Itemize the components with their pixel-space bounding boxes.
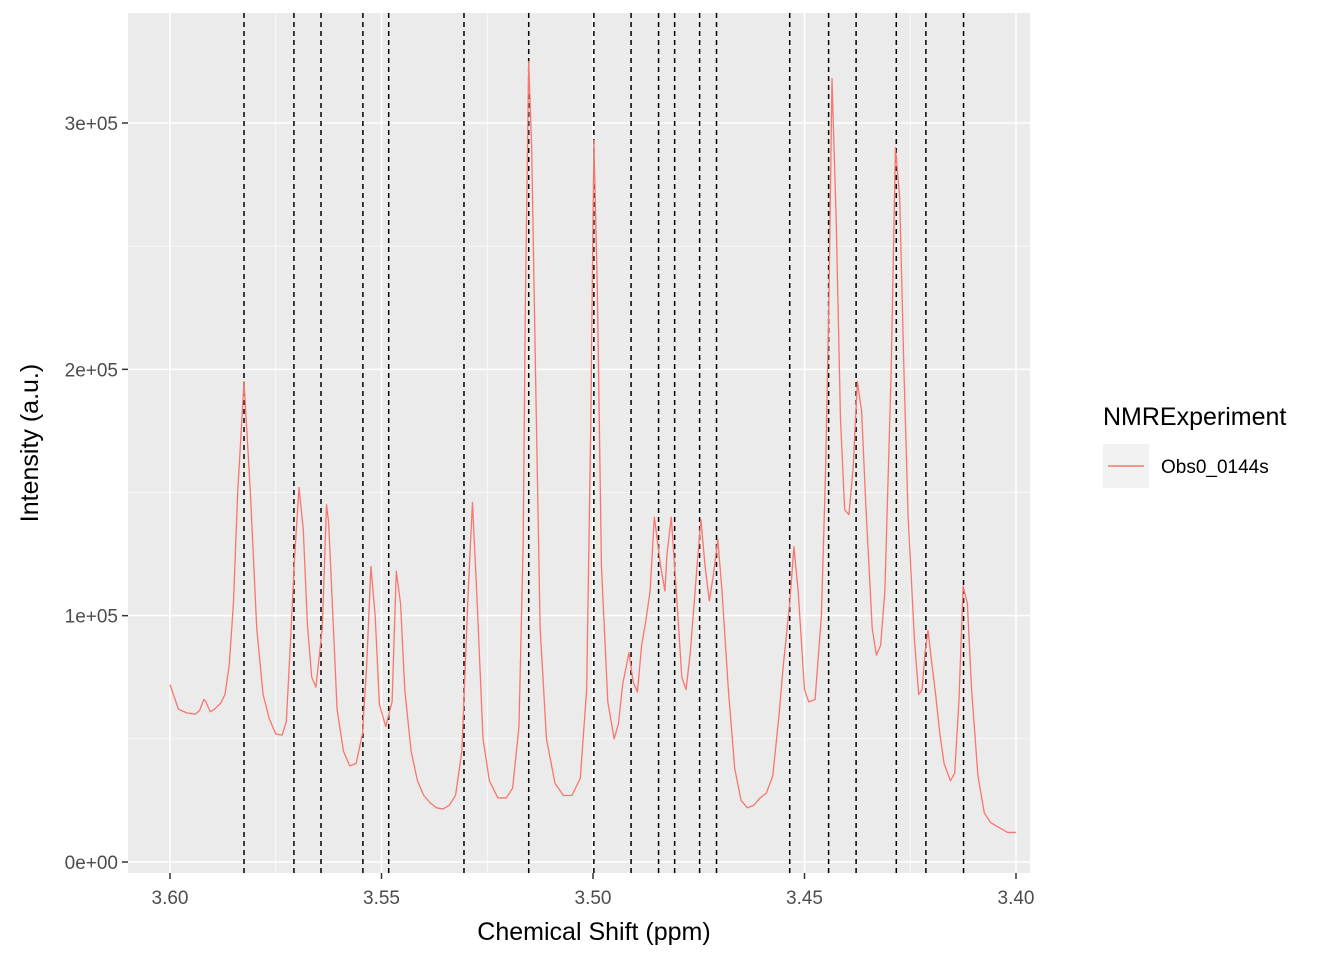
x-tick-label: 3.40	[998, 888, 1035, 909]
series-line-Obs0_0144s	[169, 60, 1016, 834]
y-tick-label: 3e+05	[65, 114, 118, 135]
series-layer	[169, 60, 1016, 834]
legend-entry-label: Obs0_0144s	[1161, 457, 1269, 478]
x-tick-label: 3.55	[363, 888, 400, 909]
y-axis-ticks: 0e+00 1e+05 2e+05 3e+05	[65, 114, 128, 874]
legend: NMRExperiment Obs0_0144s	[1103, 403, 1286, 488]
x-tick-label: 3.50	[575, 888, 612, 909]
y-tick-label: 2e+05	[65, 360, 118, 381]
x-axis-title: Chemical Shift (ppm)	[477, 918, 710, 946]
y-tick-label: 1e+05	[65, 607, 118, 628]
y-tick-label: 0e+00	[65, 853, 118, 874]
x-axis-ticks: 3.60 3.55 3.50 3.45 3.40	[152, 873, 1035, 909]
minor-gridlines	[128, 13, 1030, 873]
x-tick-label: 3.60	[152, 888, 189, 909]
legend-title: NMRExperiment	[1103, 403, 1286, 431]
plot-panel	[128, 13, 1030, 873]
major-gridlines	[128, 13, 1030, 873]
y-axis-title: Intensity (a.u.)	[16, 364, 44, 522]
x-tick-label: 3.45	[786, 888, 823, 909]
